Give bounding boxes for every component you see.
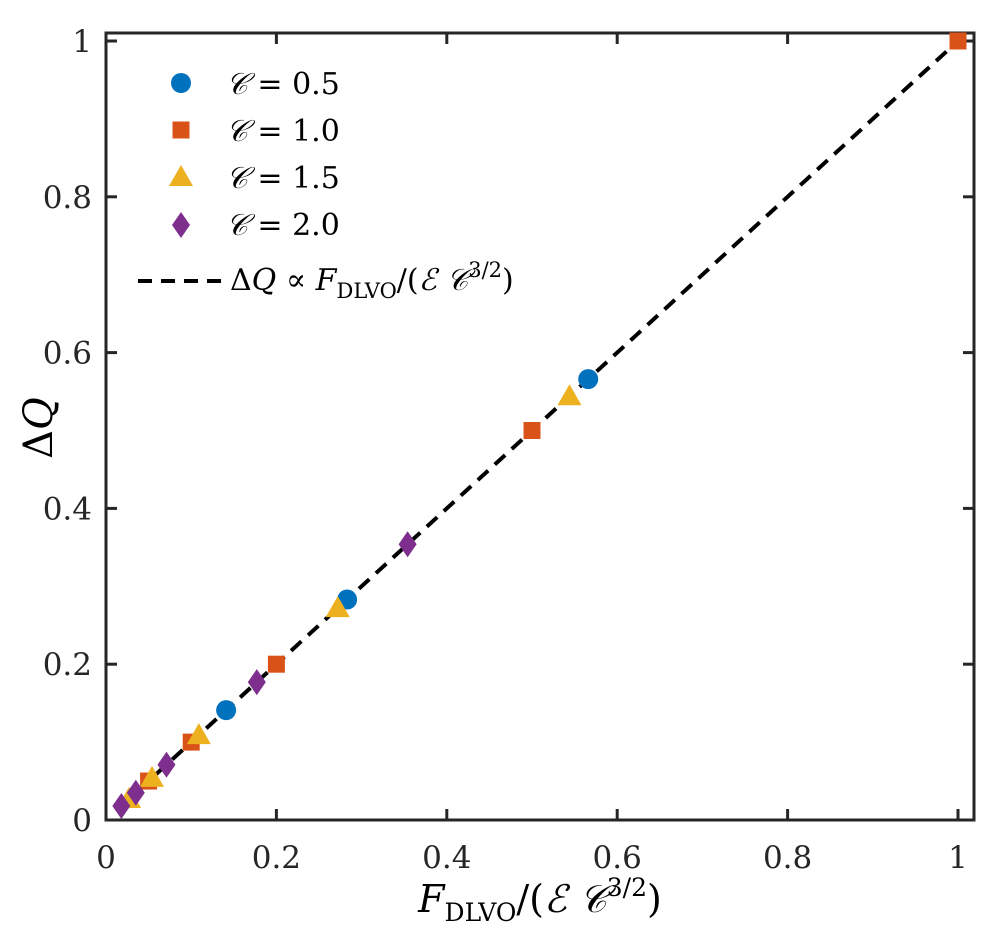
data-point-series-1 xyxy=(523,422,541,439)
y-tick-label: 0.6 xyxy=(43,336,92,372)
y-tick-label: 0 xyxy=(72,803,92,839)
x-axis-label: FDLVO/(ℰ 𝒞3/2) xyxy=(417,873,662,925)
data-point-series-3 xyxy=(126,779,145,806)
data-point-series-3 xyxy=(157,751,176,778)
x-tick-label: 0.6 xyxy=(593,840,642,876)
legend-label-series-2: 𝒞 = 1.5 xyxy=(226,161,340,196)
legend-marker-series-3 xyxy=(172,212,190,238)
axis-ticks xyxy=(104,33,974,822)
y-tick-label: 0.2 xyxy=(43,647,92,683)
legend-marker-series-0 xyxy=(171,73,191,93)
legend-markers xyxy=(169,73,193,238)
legend-marker-series-2 xyxy=(169,165,193,186)
y-axis-label: ΔQ xyxy=(16,397,62,459)
data-point-series-3 xyxy=(112,792,131,819)
x-tick-label: 0 xyxy=(96,840,116,876)
y-tick-label: 0.8 xyxy=(43,180,92,216)
legend-marker-series-1 xyxy=(172,121,190,139)
legend-label-series-0: 𝒞 = 0.5 xyxy=(226,67,340,102)
y-tick-label: 1 xyxy=(72,24,92,60)
x-tick-label: 1 xyxy=(948,840,968,876)
data-points xyxy=(112,32,967,819)
data-point-series-3 xyxy=(247,669,266,696)
data-point-series-2 xyxy=(325,596,350,618)
data-point-series-2 xyxy=(186,723,211,745)
plot-area-frame xyxy=(104,31,976,822)
legend: 𝒞 = 0.5 𝒞 = 1.0 𝒞 = 1.5 𝒞 = 2.0 ΔQ ∝ FDL… xyxy=(138,67,514,303)
legend-label-series-3: 𝒞 = 2.0 xyxy=(226,208,340,243)
y-tick-label: 0.4 xyxy=(43,491,92,527)
data-point-series-2 xyxy=(557,384,582,406)
x-tick-label: 0.8 xyxy=(763,840,812,876)
data-point-series-2 xyxy=(140,765,165,787)
data-point-series-1 xyxy=(949,32,967,50)
x-tick-label: 0.2 xyxy=(252,840,301,876)
data-point-series-0 xyxy=(216,700,237,721)
x-tick-label: 0.4 xyxy=(422,840,471,876)
axis-tick-labels: 0 0.2 0.4 0.6 0.8 1 0 0.2 0.4 0.6 0.8 1 xyxy=(43,24,968,876)
legend-label-series-1: 𝒞 = 1.0 xyxy=(226,114,340,149)
data-point-series-1 xyxy=(267,655,285,673)
legend-label-fit-line: ΔQ ∝ FDLVO/(ℰ 𝒞3/2) xyxy=(230,258,514,303)
data-point-series-0 xyxy=(578,369,599,390)
data-point-series-3 xyxy=(398,531,417,558)
